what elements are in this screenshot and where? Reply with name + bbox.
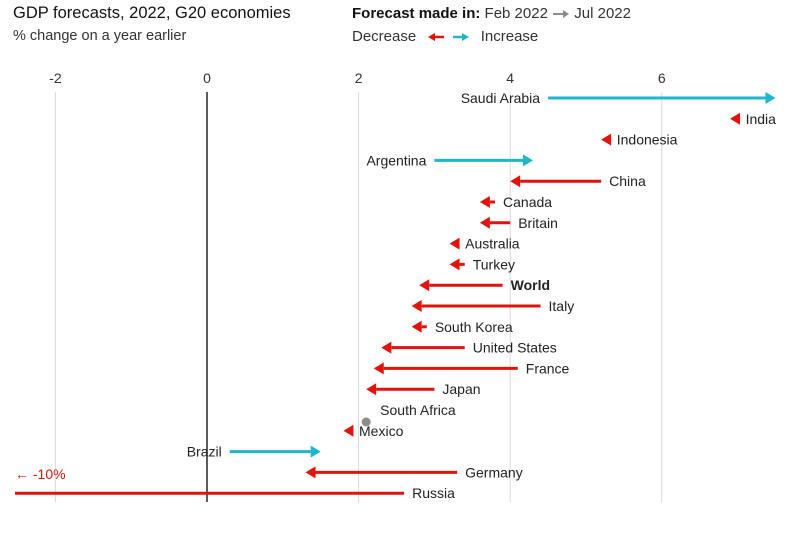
legend-increase-label: Increase xyxy=(480,28,539,45)
chart-title: GDP forecasts, 2022, G20 economies xyxy=(13,4,291,22)
data-arrowhead xyxy=(366,383,377,396)
russia-annotation: ← -10% xyxy=(15,466,66,482)
legend-decrease-label: Decrease xyxy=(352,28,417,45)
row-label: France xyxy=(526,360,570,376)
data-arrowhead xyxy=(381,341,392,354)
data-arrowhead xyxy=(310,445,321,458)
data-arrowhead xyxy=(601,133,612,146)
arrow-right-icon xyxy=(553,10,570,19)
data-arrowhead xyxy=(510,175,521,188)
row-label: Mexico xyxy=(359,423,404,439)
data-arrowhead xyxy=(305,466,316,479)
legend-from: Feb 2022 xyxy=(484,5,548,22)
row-label: Italy xyxy=(549,298,575,314)
data-arrowhead xyxy=(373,362,384,375)
x-tick-label: 4 xyxy=(506,70,514,86)
data-arrowhead xyxy=(479,216,490,229)
row-label: South Korea xyxy=(435,319,513,335)
x-tick-label: 2 xyxy=(355,70,363,86)
legend-to: Jul 2022 xyxy=(574,5,631,22)
data-point xyxy=(361,417,371,427)
row-label: Saudi Arabia xyxy=(461,90,541,106)
data-arrowhead xyxy=(419,279,430,292)
data-arrowhead xyxy=(522,154,533,167)
row-label: Germany xyxy=(465,464,523,480)
legend-direction: Decrease Increase xyxy=(352,28,538,45)
legend-label: Forecast made in: xyxy=(352,5,481,22)
data-arrowhead xyxy=(411,300,422,312)
data-arrowhead xyxy=(411,320,422,333)
row-label: United States xyxy=(473,340,557,356)
data-arrowhead xyxy=(765,92,776,104)
decrease-arrow-icon xyxy=(428,33,445,42)
row-label: Australia xyxy=(465,236,520,252)
row-label: South Africa xyxy=(380,402,456,418)
increase-arrow-icon xyxy=(452,33,469,42)
data-arrowhead xyxy=(449,237,460,250)
data-arrowhead xyxy=(730,112,741,125)
row-label: Brazil xyxy=(187,444,222,460)
data-arrowhead xyxy=(479,196,490,208)
row-label: Japan xyxy=(442,381,480,397)
x-tick-label: 6 xyxy=(658,70,666,86)
row-label: China xyxy=(609,173,646,189)
legend-forecast: Forecast made in: Feb 2022 Jul 2022 xyxy=(352,5,631,22)
row-label: World xyxy=(511,277,550,293)
row-label: India xyxy=(746,111,777,127)
row-label: Britain xyxy=(518,215,558,231)
row-label: Argentina xyxy=(366,152,426,168)
x-tick-label: 0 xyxy=(203,70,211,86)
chart-subtitle: % change on a year earlier xyxy=(13,28,187,44)
data-arrowhead xyxy=(343,424,354,437)
data-arrowhead xyxy=(449,258,460,271)
row-label: Indonesia xyxy=(617,132,678,148)
row-label: Russia xyxy=(412,485,455,501)
row-label: Canada xyxy=(503,194,552,210)
x-tick-label: -2 xyxy=(49,70,62,86)
row-label: Turkey xyxy=(473,256,515,272)
